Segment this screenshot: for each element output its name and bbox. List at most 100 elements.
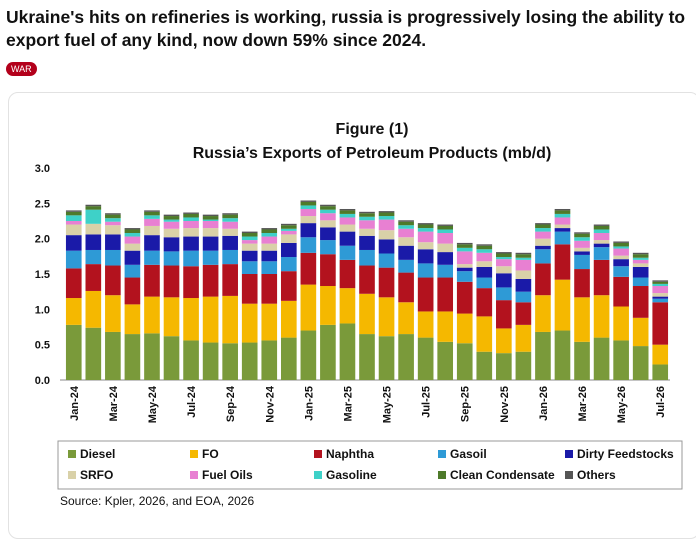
bar-segment-fo xyxy=(613,306,629,341)
bar-segment-clean-condensate xyxy=(456,244,473,248)
bar-segment-naphtha xyxy=(378,267,395,298)
bar-segment-dirty-feedstocks xyxy=(593,243,610,248)
bar-segment-gasoil xyxy=(554,231,571,245)
bar-segment-diesel xyxy=(554,330,571,380)
bar-segment-clean-condensate xyxy=(378,212,395,217)
bar-segment-fo xyxy=(535,295,551,332)
bar-segment-gasoline xyxy=(378,216,395,220)
bar-segment-gasoil xyxy=(144,250,160,265)
bar-segment-srfo xyxy=(241,243,258,251)
bar-segment-naphtha xyxy=(261,274,278,304)
bar-segment-gasoline xyxy=(515,257,532,260)
bar-segment-others xyxy=(652,280,669,282)
bar-segment-srfo xyxy=(496,266,512,274)
x-tick-label: Jul-26 xyxy=(655,386,667,418)
bar-segment-others xyxy=(222,213,238,215)
bar-segment-others xyxy=(398,220,414,222)
bar-segment-srfo xyxy=(437,243,454,253)
bar-segment-gasoline xyxy=(163,219,180,222)
bar-segment-fo xyxy=(417,311,434,338)
bar-segment-gasoline xyxy=(535,228,551,232)
legend-label: Naphtha xyxy=(326,447,374,461)
bar-segment-clean-condensate xyxy=(183,213,199,218)
bar-segment-others xyxy=(359,211,375,214)
x-tick-label: Jul-25 xyxy=(421,386,433,418)
bar-segment-others xyxy=(496,252,512,254)
bar-segment-naphtha xyxy=(183,266,199,299)
bar-segment-dirty-feedstocks xyxy=(496,273,512,288)
bar-segment-gasoline xyxy=(183,217,199,221)
bar-segment-clean-condensate xyxy=(280,225,297,229)
legend-swatch xyxy=(438,471,446,479)
bar-segment-dirty-feedstocks xyxy=(535,245,551,250)
bar-segment-others xyxy=(124,228,141,230)
bar-segment-gasoil xyxy=(456,271,473,282)
chart-title: Russia’s Exports of Petroleum Products (… xyxy=(193,145,552,162)
bar-segment-others xyxy=(632,252,649,255)
legend-label: Gasoline xyxy=(326,468,377,482)
bar-segment-diesel xyxy=(144,333,160,380)
bar-segment-others xyxy=(593,224,610,226)
bar-segment-gasoil xyxy=(124,264,141,278)
bar-segment-fuel-oils xyxy=(554,217,571,225)
bar-segment-dirty-feedstocks xyxy=(105,234,121,250)
bar-segment-gasoil xyxy=(65,250,82,269)
bar-segment-fuel-oils xyxy=(476,252,493,262)
bar-segment-diesel xyxy=(85,327,102,380)
bar-segment-naphtha xyxy=(652,302,669,345)
bar-segment-others xyxy=(241,231,258,234)
bar-segment-gasoline xyxy=(65,215,82,221)
bar-segment-fuel-oils xyxy=(339,217,356,225)
bar-segment-others xyxy=(378,211,395,213)
y-tick-label: 2.5 xyxy=(35,198,50,210)
bar-segment-clean-condensate xyxy=(593,225,610,230)
bar-segment-fuel-oils xyxy=(535,231,551,239)
bar-segment-srfo xyxy=(163,228,180,238)
bar-segment-gasoil xyxy=(593,247,610,260)
bar-segment-clean-condensate xyxy=(241,233,258,237)
bar-segment-clean-condensate xyxy=(359,213,375,217)
bar-segment-fuel-oils xyxy=(437,233,454,244)
bar-segment-srfo xyxy=(652,293,669,297)
bar-segment-dirty-feedstocks xyxy=(652,296,669,299)
bar-segment-diesel xyxy=(496,353,512,380)
legend: Diesel FO Naphtha Gasoil Dirty Feedstocks SRF… xyxy=(68,447,674,482)
bar-segment-diesel xyxy=(476,351,493,380)
bar-segment-others xyxy=(300,200,317,202)
bar-segment-naphtha xyxy=(339,259,356,289)
bar-segment-gasoil xyxy=(85,249,102,265)
bar-segment-fuel-oils xyxy=(241,240,258,244)
bar-segment-srfo xyxy=(417,242,434,250)
bar-segment-fuel-oils xyxy=(261,236,278,244)
bar-segment-naphtha xyxy=(144,264,160,297)
bar-segment-fo xyxy=(632,317,649,347)
bar-segment-dirty-feedstocks xyxy=(183,236,199,251)
bar-segment-dirty-feedstocks xyxy=(241,250,258,262)
bar-segment-srfo xyxy=(378,230,395,240)
bar-segment-fuel-oils xyxy=(632,259,649,264)
bar-segment-clean-condensate xyxy=(144,211,160,216)
bar-segment-gasoline xyxy=(359,216,375,221)
bar-segment-others xyxy=(280,223,297,226)
bar-segment-others xyxy=(261,228,278,230)
legend-swatch xyxy=(438,450,446,458)
bar-segment-naphtha xyxy=(65,268,82,299)
bar-segment-gasoline xyxy=(554,213,571,218)
bar-segment-srfo xyxy=(476,261,493,267)
war-tag[interactable]: WAR xyxy=(6,62,37,76)
x-tick-label: Sep-25 xyxy=(460,386,472,422)
bar-segment-fuel-oils xyxy=(280,230,297,235)
x-tick-label: Mar-24 xyxy=(108,385,120,421)
bar-segment-clean-condensate xyxy=(65,211,82,216)
bar-segment-diesel xyxy=(261,340,278,380)
bar-segment-gasoline xyxy=(300,205,317,209)
bar-segment-naphtha xyxy=(574,269,590,298)
x-tick-label: Jul-24 xyxy=(186,385,198,418)
bar-segment-naphtha xyxy=(280,271,297,301)
bar-segment-gasoil xyxy=(417,263,434,278)
bar-segment-clean-condensate xyxy=(574,233,590,238)
bar-segment-fuel-oils xyxy=(574,240,590,248)
bar-segment-others xyxy=(515,252,532,255)
bar-segment-others xyxy=(574,232,590,234)
bar-segment-fo xyxy=(496,328,512,354)
